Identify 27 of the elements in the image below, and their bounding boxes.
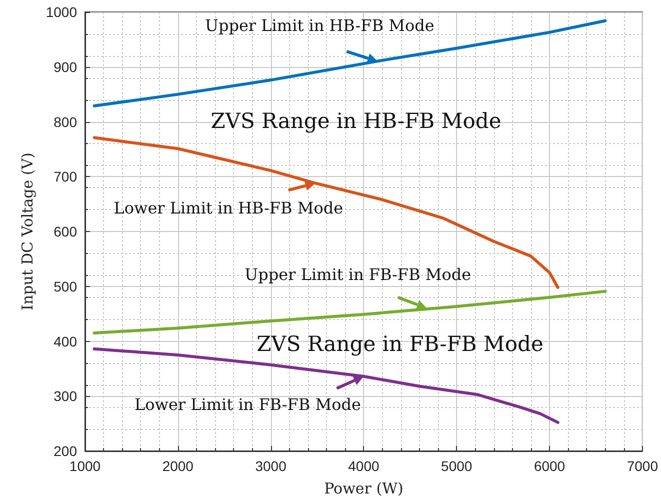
y-axis-title: Input DC Voltage (V) [18, 152, 36, 310]
x-tick-label: 5000 [441, 458, 472, 474]
annotation: ZVS Range in FB-FB Mode [256, 332, 544, 356]
x-tick-label: 4000 [348, 458, 380, 474]
y-tick-label: 500 [54, 278, 78, 294]
x-tick-label: 1000 [69, 458, 101, 474]
y-tick-label: 200 [54, 443, 78, 459]
x-tick-label: 3000 [255, 458, 287, 474]
line-series [92, 136, 560, 289]
annotation: Upper Limit in FB-FB Mode [244, 264, 472, 284]
x-tick-label: 7000 [626, 458, 658, 474]
y-tick-label: 600 [54, 224, 78, 240]
line-series [92, 19, 607, 108]
line-series [92, 290, 607, 335]
annotation: Lower Limit in HB-FB Mode [114, 198, 344, 218]
annotation: ZVS Range in HB-FB Mode [210, 109, 502, 133]
x-tick-label: 2000 [162, 458, 194, 474]
annotation: Upper Limit in HB-FB Mode [204, 16, 434, 35]
y-tick-label: 800 [54, 114, 78, 130]
y-tick-label: 900 [54, 58, 78, 75]
x-axis-title: Power (W) [324, 480, 404, 498]
y-tick-label: 700 [54, 168, 78, 185]
x-tick-label: 6000 [534, 458, 566, 474]
y-tick-label: 400 [54, 333, 78, 350]
y-tick-label: 300 [54, 388, 78, 404]
y-tick-label: 1000 [46, 4, 78, 20]
annotation: Lower Limit in FB-FB Mode [134, 394, 361, 414]
